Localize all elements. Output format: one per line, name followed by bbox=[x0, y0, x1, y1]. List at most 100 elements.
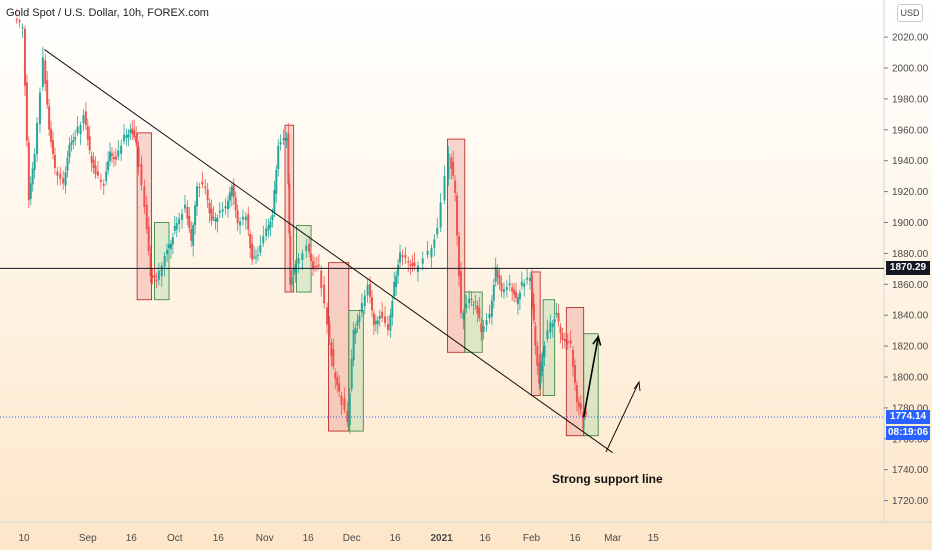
candle-up bbox=[376, 320, 379, 325]
candle-up bbox=[173, 226, 176, 231]
candle-down bbox=[88, 136, 91, 151]
bullish-zone bbox=[348, 310, 364, 432]
x-tick-label: 16 bbox=[303, 533, 315, 544]
candle-down bbox=[401, 255, 404, 258]
candle-up bbox=[36, 122, 39, 155]
currency-badge[interactable]: USD bbox=[897, 4, 923, 22]
candle-down bbox=[513, 289, 516, 295]
candle-down bbox=[48, 106, 51, 130]
x-tick-label: 16 bbox=[126, 533, 138, 544]
candle-down bbox=[131, 128, 134, 135]
candle-up bbox=[505, 287, 508, 290]
candle-up bbox=[109, 151, 112, 161]
candle-down bbox=[538, 362, 541, 384]
x-tick-label: Sep bbox=[79, 533, 97, 544]
candle-up bbox=[447, 153, 450, 179]
candle-up bbox=[157, 270, 160, 280]
candle-up bbox=[181, 213, 184, 220]
candle-down bbox=[145, 204, 148, 229]
x-tick-label: 16 bbox=[569, 533, 581, 544]
x-tick-label: 10 bbox=[18, 533, 30, 544]
candle-up bbox=[239, 221, 242, 226]
candle-up bbox=[273, 189, 276, 213]
candle-up bbox=[194, 205, 197, 226]
candle-down bbox=[84, 111, 87, 126]
candle-down bbox=[559, 326, 562, 334]
candle-up bbox=[490, 300, 493, 317]
y-tick-label: 1800.00 bbox=[892, 373, 929, 384]
candle-up bbox=[74, 137, 77, 140]
y-tick-label: 1960.00 bbox=[892, 125, 929, 136]
candle-down bbox=[308, 243, 311, 253]
candle-down bbox=[50, 128, 53, 142]
candle-up bbox=[117, 150, 120, 157]
candle-up bbox=[282, 138, 285, 141]
candle-up bbox=[374, 320, 377, 324]
projection-arrow-head bbox=[592, 335, 602, 346]
candle-down bbox=[340, 396, 343, 406]
candle-up bbox=[256, 255, 259, 257]
candle-up bbox=[502, 289, 505, 292]
candle-up bbox=[107, 161, 110, 171]
candle-up bbox=[391, 301, 394, 318]
candle-down bbox=[346, 410, 349, 422]
candle-up bbox=[488, 313, 491, 319]
candle-up bbox=[421, 258, 424, 264]
candle-down bbox=[149, 253, 152, 277]
candle-down bbox=[287, 133, 290, 184]
candle-up bbox=[212, 216, 215, 219]
candle-down bbox=[478, 307, 481, 319]
candle-up bbox=[516, 297, 519, 305]
candle-up bbox=[82, 115, 85, 124]
candle-up bbox=[166, 249, 169, 255]
candle-up bbox=[529, 277, 532, 281]
candle-up bbox=[354, 327, 357, 335]
candle-down bbox=[515, 291, 518, 298]
candle-up bbox=[244, 216, 247, 221]
candle-down bbox=[534, 326, 537, 346]
candle-up bbox=[472, 304, 475, 306]
candle-up bbox=[508, 283, 511, 286]
x-tick-label: Mar bbox=[604, 533, 622, 544]
candle-down bbox=[133, 130, 136, 138]
y-tick-label: 1900.00 bbox=[892, 218, 929, 229]
candle-up bbox=[120, 145, 123, 154]
candle-down bbox=[114, 156, 117, 160]
candle-down bbox=[190, 229, 193, 241]
candle-up bbox=[265, 228, 268, 237]
candle-down bbox=[198, 187, 201, 189]
candle-down bbox=[46, 80, 49, 105]
candle-down bbox=[27, 142, 30, 201]
annotation-text: Strong support line bbox=[552, 472, 663, 486]
candle-up bbox=[68, 144, 71, 158]
candle-up bbox=[21, 27, 24, 29]
candle-down bbox=[135, 136, 138, 143]
candle-up bbox=[292, 267, 295, 276]
candle-up bbox=[259, 245, 262, 253]
bearish-zone bbox=[446, 138, 466, 353]
candle-down bbox=[413, 262, 416, 267]
y-tick-label: 1740.00 bbox=[892, 465, 929, 476]
candle-up bbox=[546, 330, 549, 340]
x-tick-label: 16 bbox=[480, 533, 492, 544]
candle-down bbox=[201, 181, 204, 185]
candle-up bbox=[285, 137, 288, 141]
candle-up bbox=[160, 265, 163, 277]
candle-down bbox=[310, 253, 313, 262]
candle-down bbox=[99, 179, 102, 182]
candle-up bbox=[520, 281, 523, 286]
candle-down bbox=[454, 180, 457, 193]
candle-up bbox=[279, 142, 282, 145]
candle-up bbox=[41, 57, 44, 88]
candle-down bbox=[23, 28, 26, 86]
candle-up bbox=[269, 221, 272, 228]
candle-down bbox=[59, 173, 62, 179]
countdown-tag: 08:19:06 bbox=[886, 425, 930, 440]
candle-up bbox=[31, 168, 34, 185]
candle-down bbox=[330, 342, 333, 357]
candle-up bbox=[76, 126, 79, 134]
candle-up bbox=[230, 186, 233, 196]
candle-up bbox=[462, 312, 465, 320]
